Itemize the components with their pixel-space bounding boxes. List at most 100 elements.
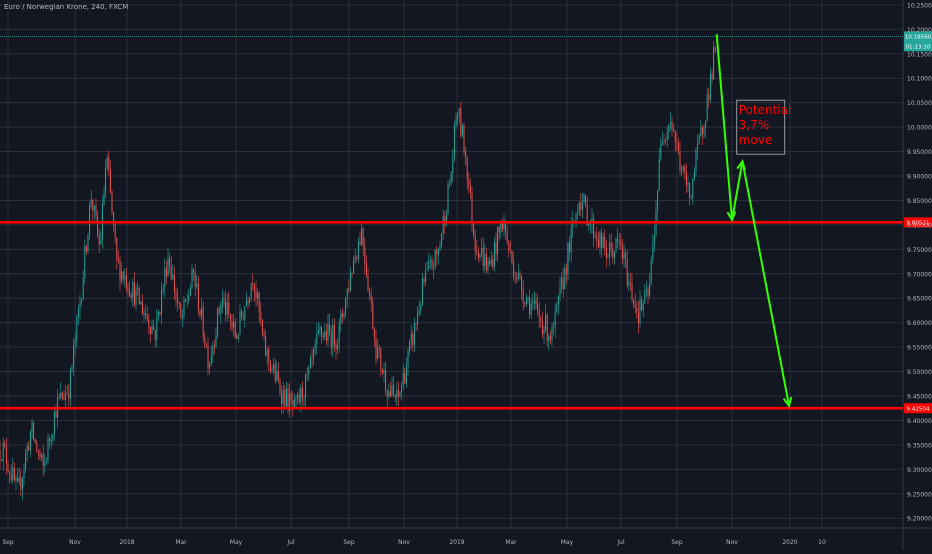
candle-body	[265, 336, 267, 356]
candle-body	[81, 299, 83, 303]
candle-body	[149, 327, 151, 334]
candle-body	[114, 224, 116, 238]
candle-body	[636, 307, 638, 312]
candle-body	[532, 303, 534, 305]
candle-body	[637, 311, 639, 324]
candle-body	[671, 121, 673, 130]
candle-body	[565, 267, 567, 275]
y-tick-label: 10.15000	[907, 51, 932, 58]
candle-body	[561, 277, 563, 287]
candle-body	[548, 335, 550, 342]
candle-body	[669, 121, 671, 125]
candle-body	[493, 242, 495, 267]
candle-body	[556, 305, 558, 312]
candle-body	[151, 325, 153, 334]
candle-body	[65, 393, 67, 400]
candle-body	[156, 316, 158, 340]
candle-body	[162, 286, 164, 290]
candle-body	[273, 364, 275, 370]
candle-body	[197, 282, 199, 311]
level-layer: 9.80521 9.42504 10.18560 01:13:10	[0, 31, 932, 414]
candle-body	[522, 290, 524, 303]
candle-body	[74, 339, 76, 346]
candle-body	[418, 310, 420, 314]
candle-body	[466, 157, 468, 180]
candle-body	[588, 224, 590, 227]
candle-body	[287, 388, 289, 411]
candle-body	[364, 246, 366, 264]
candle-body	[135, 288, 137, 305]
candle-body	[271, 369, 273, 371]
candle-body	[439, 245, 441, 251]
candle-body	[185, 299, 187, 301]
candle-body	[697, 143, 699, 150]
y-tick-label: 10.20000	[907, 27, 932, 34]
candle-body	[4, 443, 6, 447]
candle-body	[533, 300, 535, 304]
candle-body	[212, 345, 214, 357]
candle-body	[549, 335, 551, 340]
x-tick-label: Jul	[286, 539, 295, 546]
candle-body	[708, 94, 710, 100]
candle-body	[546, 315, 548, 342]
candle-body	[159, 311, 161, 314]
candle-body	[653, 235, 655, 245]
candle-body	[157, 311, 159, 317]
candle-body	[690, 197, 692, 199]
candle-body	[341, 313, 343, 318]
candle-body	[292, 399, 294, 407]
candle-body	[449, 184, 451, 185]
candle-body	[372, 302, 374, 330]
candle-body	[501, 222, 503, 230]
candle-body	[537, 304, 539, 311]
candle-body	[554, 311, 556, 328]
candle-body	[612, 249, 614, 259]
candle-body	[482, 247, 484, 267]
candle-body	[409, 341, 411, 351]
candle-body	[530, 303, 532, 315]
candle-body	[586, 204, 588, 227]
candle-body	[580, 202, 582, 210]
x-tick-label: Sep	[2, 539, 14, 546]
candle-body	[714, 47, 716, 53]
candle-body	[489, 261, 491, 265]
candle-body	[289, 393, 291, 411]
candle-body	[338, 322, 340, 345]
candle-body	[300, 387, 302, 403]
candle-body	[405, 366, 407, 384]
candle-body	[314, 344, 316, 348]
candle-body	[516, 277, 518, 280]
candle-body	[458, 108, 460, 116]
candle-body	[359, 241, 361, 245]
candle-body	[282, 389, 284, 404]
candle-body	[201, 307, 203, 316]
candle-body	[330, 332, 332, 348]
candle-body	[369, 290, 371, 296]
candle-body	[441, 233, 443, 246]
candle-body	[666, 131, 668, 140]
candle-body	[301, 387, 303, 399]
candle-body	[255, 291, 257, 299]
candle-body	[5, 446, 7, 465]
candle-body	[125, 275, 127, 288]
candle-body	[393, 385, 395, 395]
candle-body	[124, 275, 126, 280]
candle-body	[2, 443, 4, 462]
y-tick-label: 9.60000	[907, 320, 932, 327]
candle-body	[345, 298, 347, 314]
candle-body	[373, 329, 375, 339]
candle-body	[545, 315, 547, 330]
candle-body	[276, 371, 278, 381]
candle-body	[60, 392, 62, 398]
candle-body	[394, 394, 396, 398]
candle-body	[244, 306, 246, 320]
candle-body	[215, 334, 217, 347]
annotation-text: move	[739, 133, 773, 147]
candle-body	[674, 131, 676, 142]
candle-body	[340, 313, 342, 323]
candle-body	[63, 398, 65, 400]
candle-body	[311, 358, 313, 359]
